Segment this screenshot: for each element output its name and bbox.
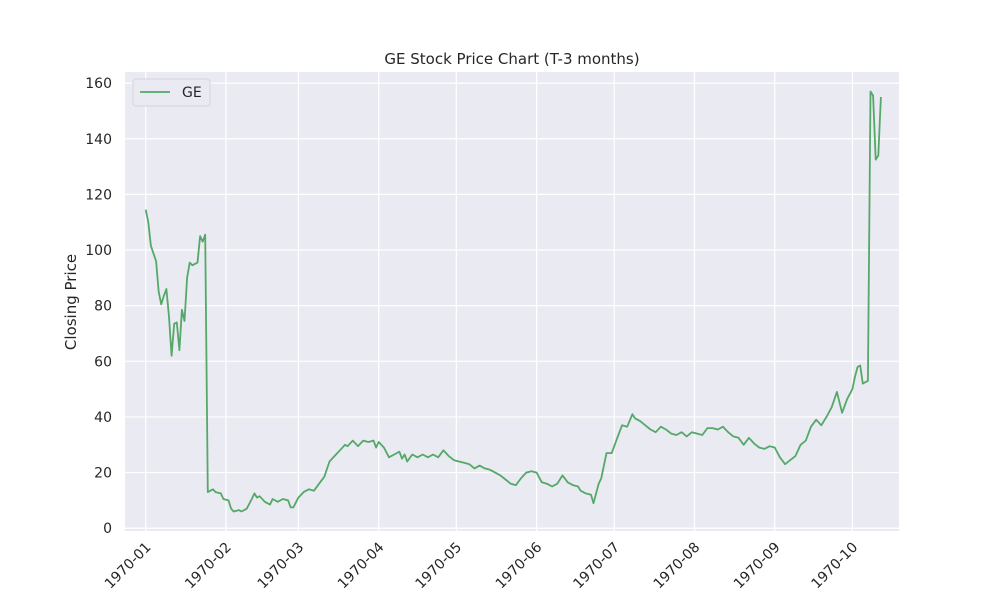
legend-box	[132, 78, 211, 107]
y-axis-ticks: 0 20 40 60 80 100 120 140 160	[85, 76, 112, 537]
y-axis-label: Closing Price	[62, 254, 80, 350]
x-tick-label: 1970-07	[570, 540, 623, 593]
x-tick-label: 1970-04	[335, 539, 388, 592]
x-tick-label: 1970-08	[651, 540, 704, 593]
x-axis-ticks: 1970-01 1970-02 1970-03 1970-04 1970-05 1970-…	[102, 539, 861, 592]
x-tick-label: 1970-03	[255, 540, 308, 593]
chart-title: GE Stock Price Chart (T-3 months)	[384, 50, 639, 68]
y-tick-label: 100	[85, 243, 112, 259]
series-line-ge	[144, 90, 882, 513]
y-tick-label: 20	[94, 466, 112, 482]
grid-lines	[125, 72, 899, 531]
x-tick-label: 1970-06	[493, 539, 546, 592]
y-tick-label: 160	[85, 76, 112, 92]
x-tick-label: 1970-02	[182, 540, 235, 593]
x-tick-label: 1970-09	[731, 540, 784, 593]
legend-label: GE	[182, 85, 202, 101]
plot-area	[125, 72, 899, 531]
x-tick-label: 1970-05	[412, 540, 465, 593]
legend: GE	[132, 78, 211, 107]
y-tick-label: 140	[85, 132, 112, 148]
x-tick-label: 1970-10	[809, 540, 862, 593]
series-lines	[144, 90, 882, 513]
x-tick-label: 1970-01	[102, 540, 155, 593]
y-tick-label: 0	[103, 521, 112, 537]
y-tick-label: 120	[85, 187, 112, 203]
y-tick-label: 60	[94, 354, 112, 370]
y-tick-label: 40	[94, 410, 112, 426]
y-tick-label: 80	[94, 299, 112, 315]
